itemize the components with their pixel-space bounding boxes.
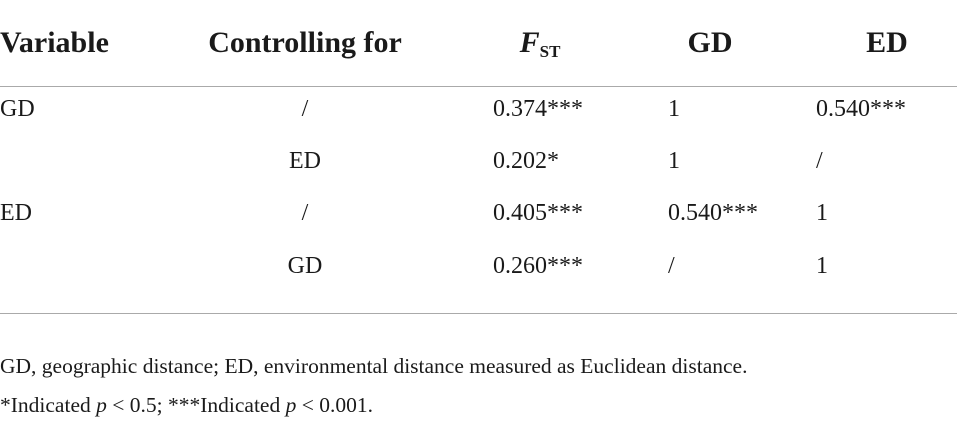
footnote: *Indicated p < 0.5; ***Indicated p < 0.0… — [0, 393, 373, 418]
table-cell: 1 — [816, 253, 828, 279]
footnote-text: *Indicated — [0, 393, 97, 417]
table-cell: / — [816, 148, 823, 174]
header-subscript: ST — [539, 42, 561, 61]
footnote-symbol: p — [96, 393, 107, 417]
table-cell: 0.260*** — [493, 253, 583, 279]
bottom-rule — [0, 313, 957, 314]
table-cell: GD — [0, 96, 35, 122]
table-cell: 0.540*** — [816, 96, 906, 122]
table-cell: 0.405*** — [493, 200, 583, 226]
footnote-text: < 0.5; ***Indicated — [106, 393, 286, 417]
header-symbol: F — [519, 26, 540, 59]
header-cell: FST — [520, 26, 561, 62]
table-cell: / — [301, 96, 309, 122]
table-cell: 0.202* — [493, 148, 559, 174]
table-cell: GD — [287, 253, 323, 279]
footnote-symbol: p — [285, 393, 297, 417]
table-cell: / — [301, 200, 309, 226]
table-cell: 1 — [816, 200, 828, 226]
table-cell: 0.374*** — [493, 96, 583, 122]
table-cell: / — [668, 253, 675, 279]
footnote: GD, geographic distance; ED, environment… — [0, 354, 748, 378]
table-cell: 0.540*** — [668, 200, 758, 226]
header-cell: ED — [866, 26, 908, 59]
table-cell: ED — [0, 200, 32, 226]
header-rule — [0, 86, 957, 87]
header-cell: Controlling for — [208, 26, 402, 59]
header-cell: Variable — [0, 26, 109, 59]
table-cell: 1 — [668, 148, 680, 174]
footnote-text: < 0.001. — [296, 393, 373, 417]
table-cell: 1 — [668, 96, 680, 122]
table-cell: ED — [289, 148, 321, 174]
header-cell: GD — [687, 26, 733, 59]
